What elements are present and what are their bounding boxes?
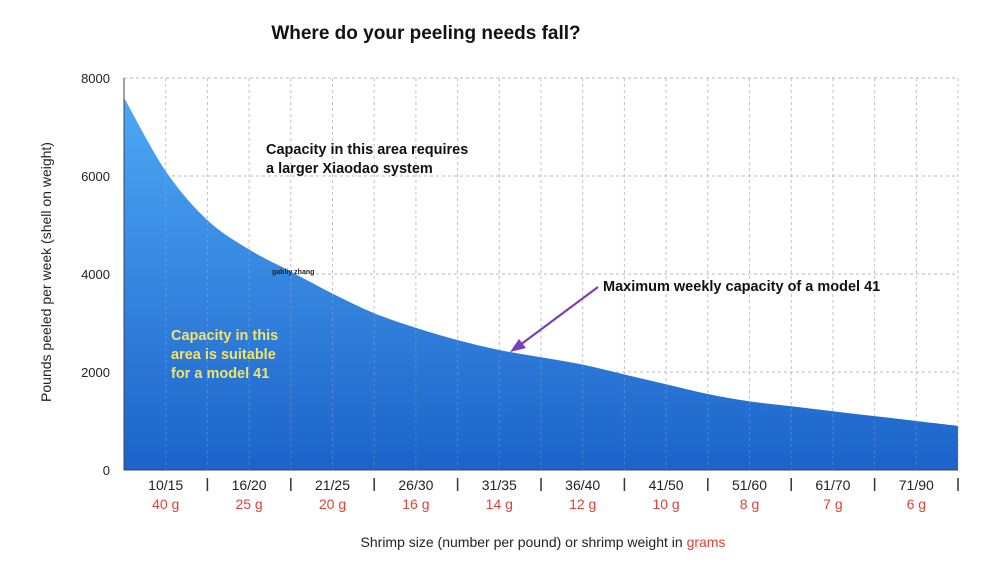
y-axis-label: Pounds peeled per week (shell on weight): [38, 142, 54, 402]
x-weight-label: 6 g: [907, 496, 926, 512]
x-weight-label: 25 g: [235, 496, 262, 512]
y-tick-label: 4000: [81, 267, 110, 282]
small-signature-text: gabliy zhang: [272, 269, 314, 276]
x-tick-label: 36/40: [565, 477, 600, 493]
x-axis-label-grams: grams: [687, 534, 726, 550]
x-tick-label: 10/15: [148, 477, 183, 493]
grid-lines-front: [165, 78, 959, 470]
chart-title: Where do your peeling needs fall?: [271, 23, 580, 44]
x-weight-label: 12 g: [569, 496, 596, 512]
lower-region-line-3: for a model 41: [171, 366, 269, 382]
upper-region-line-1: Capacity in this area requires: [266, 142, 468, 158]
x-tick-label: 16/20: [232, 477, 267, 493]
capacity-area: [124, 97, 958, 470]
x-weight-label: 20 g: [319, 496, 346, 512]
watermark: qdxiaodao.en.alibaba.com: [467, 278, 689, 299]
curve-label: Maximum weekly capacity of a model 41: [603, 279, 880, 295]
upper-region-line-2: a larger Xiaodao system: [266, 161, 433, 177]
lower-region-line-1: Capacity in this: [171, 328, 278, 344]
x-weight-label: 7 g: [823, 496, 842, 512]
x-axis-label-prefix: Shrimp size (number per pound) or shrimp…: [361, 534, 687, 550]
x-tick-label: 21/25: [315, 477, 350, 493]
x-tick-label: 26/30: [398, 477, 433, 493]
lower-region-line-2: area is suitable: [171, 347, 276, 363]
y-tick-label: 8000: [81, 71, 110, 86]
x-weight-label: 8 g: [740, 496, 759, 512]
x-weight-label: 10 g: [652, 496, 679, 512]
y-tick-labels: 0 2000 4000 6000 8000: [81, 71, 110, 478]
x-weight-label: 40 g: [152, 496, 179, 512]
x-tick-label: 41/50: [649, 477, 684, 493]
x-weight-label: 14 g: [486, 496, 513, 512]
upper-region-label: Capacity in this area requires a larger …: [266, 142, 472, 177]
curve-label-arrow: [515, 286, 599, 349]
y-tick-label: 0: [103, 463, 110, 478]
x-tick-label: 51/60: [732, 477, 767, 493]
x-axis-label: Shrimp size (number per pound) or shrimp…: [361, 534, 726, 550]
y-tick-label: 6000: [81, 169, 110, 184]
x-weight-label: 16 g: [402, 496, 429, 512]
x-tick-labels: 10/15 40 g 16/20 25 g 21/25 20 g 26/30 16 g 31/3…: [148, 477, 959, 512]
x-tick-label: 31/35: [482, 477, 517, 493]
curve-label-arrowhead: [510, 339, 526, 352]
lower-region-label: Capacity in this area is suitable for a …: [171, 328, 282, 382]
y-tick-label: 2000: [81, 365, 110, 380]
x-tick-label: 61/70: [815, 477, 850, 493]
x-tick-label: 71/90: [899, 477, 934, 493]
